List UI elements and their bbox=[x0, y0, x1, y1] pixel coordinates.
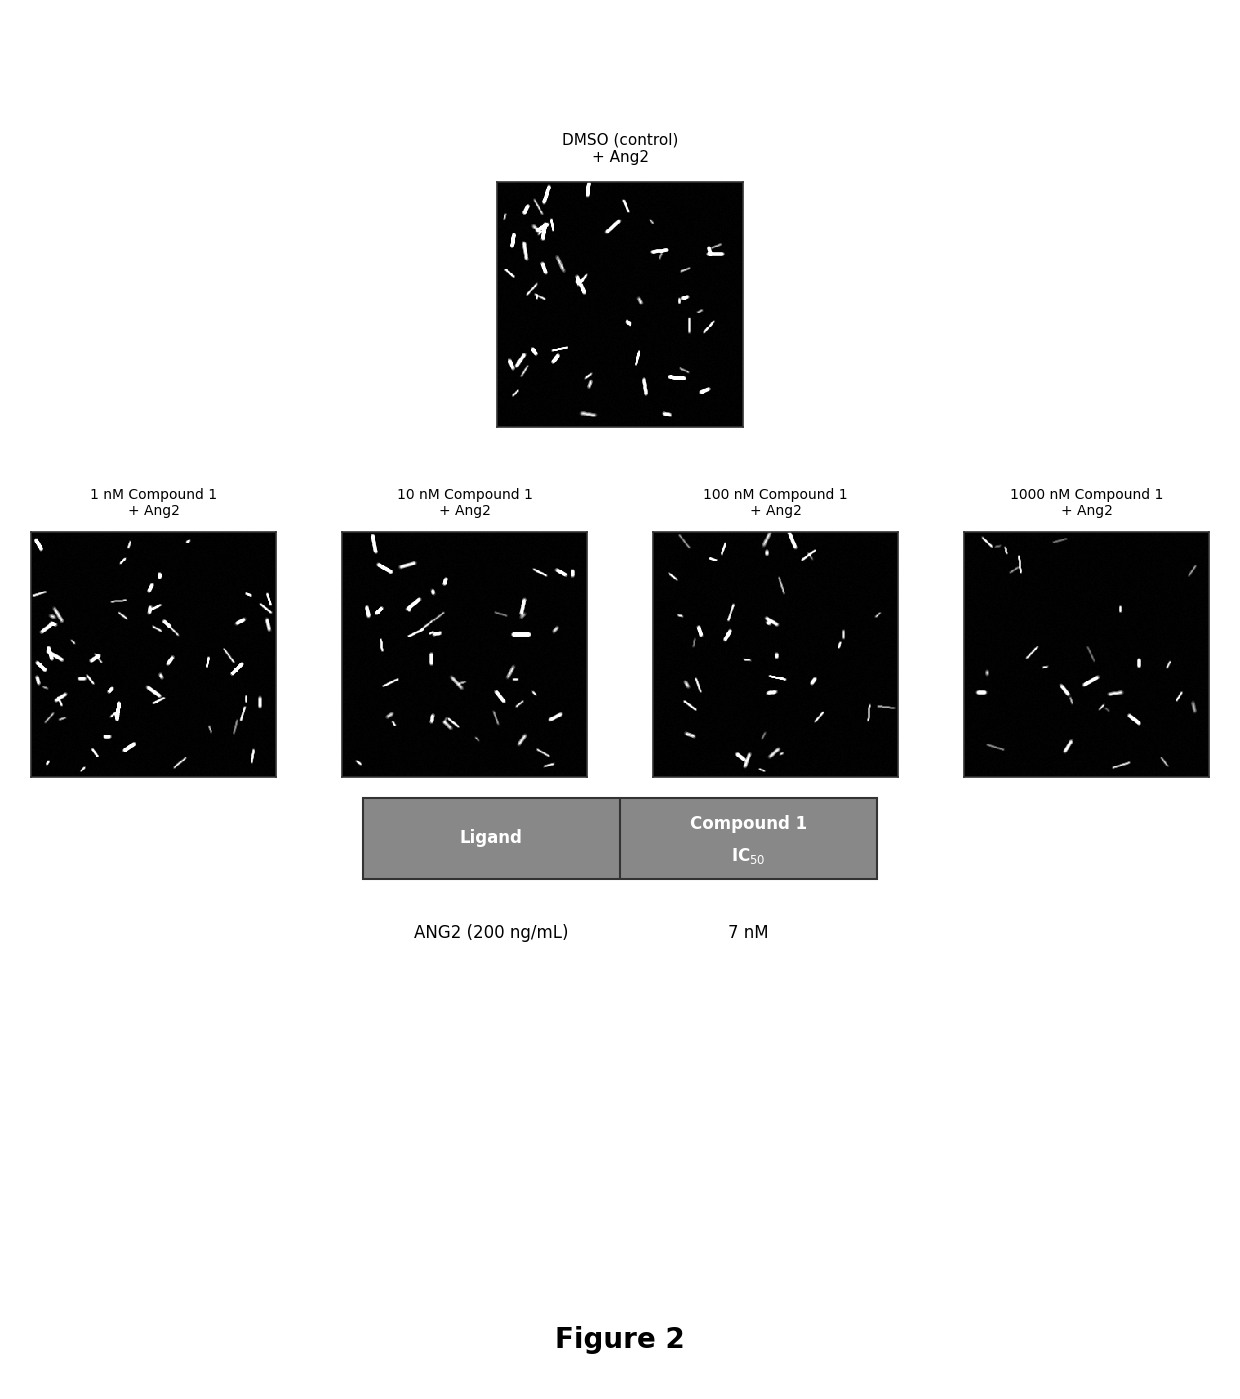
Text: 100 nM Compound 1
+ Ang2: 100 nM Compound 1 + Ang2 bbox=[703, 488, 848, 518]
Text: 1 nM Compound 1
+ Ang2: 1 nM Compound 1 + Ang2 bbox=[91, 488, 217, 518]
Text: Figure 2: Figure 2 bbox=[556, 1326, 684, 1354]
Text: ANG2 (200 ng/mL): ANG2 (200 ng/mL) bbox=[414, 923, 569, 942]
Text: IC$_{50}$: IC$_{50}$ bbox=[732, 846, 766, 866]
Text: Ligand: Ligand bbox=[460, 830, 523, 848]
Text: 7 nM: 7 nM bbox=[728, 923, 769, 942]
Text: 1000 nM Compound 1
+ Ang2: 1000 nM Compound 1 + Ang2 bbox=[1009, 488, 1163, 518]
Text: Compound 1: Compound 1 bbox=[691, 814, 807, 832]
Text: DMSO (control)
+ Ang2: DMSO (control) + Ang2 bbox=[562, 133, 678, 165]
Text: 10 nM Compound 1
+ Ang2: 10 nM Compound 1 + Ang2 bbox=[397, 488, 532, 518]
